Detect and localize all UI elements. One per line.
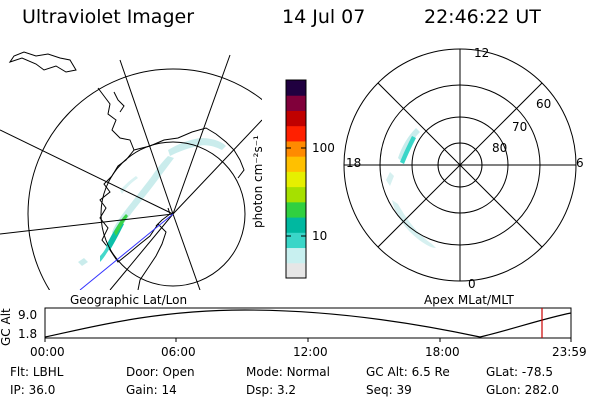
- coastline: [97, 87, 167, 290]
- altitude-xtick-1200: 12:00: [293, 345, 328, 359]
- colorbar-band: [286, 80, 306, 96]
- mlat-label-70: 70: [512, 120, 528, 134]
- mlat-label-60: 60: [536, 97, 552, 111]
- geographic-map: [0, 51, 262, 290]
- colorbar: [285, 79, 307, 279]
- colorbar-band: [286, 186, 306, 203]
- colorbar-band: [286, 125, 306, 142]
- info-door: Door: Open: [126, 365, 195, 379]
- mlt-label-18: 18: [346, 156, 362, 170]
- mlt-label-12: 12: [474, 46, 490, 60]
- colorbar-band: [286, 110, 306, 127]
- altitude-xtick-1800: 18:00: [425, 345, 460, 359]
- colorbar-unit-label: photon cm⁻²s⁻¹: [251, 135, 265, 228]
- info-gain: Gain: 14: [126, 383, 177, 397]
- geographic-caption: Geographic Lat/Lon: [70, 293, 188, 307]
- geo-grid: [0, 54, 262, 290]
- polar-map: [343, 48, 577, 282]
- mlat-label-80: 80: [492, 141, 508, 155]
- aurora-emission: [78, 138, 226, 266]
- colorbar-tick-100: 100: [312, 141, 335, 155]
- altitude-ylabel: GC Alt: [0, 308, 13, 346]
- colorbar-band: [286, 262, 306, 279]
- altitude-ytick-min: 1.8: [18, 327, 38, 341]
- colorbar-band: [286, 95, 306, 111]
- info-seq: Seq: 39: [366, 383, 412, 397]
- info-dsp: Dsp: 3.2: [246, 383, 297, 397]
- info-ip: IP: 36.0: [10, 383, 56, 397]
- info-glon: GLon: 282.0: [486, 383, 559, 397]
- instrument-title: Ultraviolet Imager: [22, 6, 195, 28]
- mlt-label-0: 0: [468, 277, 476, 291]
- info-glat: GLat: -78.5: [486, 365, 553, 379]
- altitude-xtick-2359: 23:59: [552, 345, 587, 359]
- colorbar-band: [286, 140, 306, 157]
- info-flt: Flt: LBHL: [10, 365, 64, 379]
- colorbar-band: [286, 201, 306, 218]
- colorbar-band: [286, 171, 306, 188]
- colorbar-tick-10: 10: [312, 229, 328, 243]
- colorbar-band: [286, 217, 306, 233]
- altitude-xtick-0600: 06:00: [161, 345, 196, 359]
- apex-caption: Apex MLat/MLT: [424, 293, 514, 307]
- terminator-line: [79, 213, 174, 290]
- date-label: 14 Jul 07: [282, 6, 366, 28]
- colorbar-band: [286, 156, 306, 172]
- altitude-xtick-0000: 00:00: [30, 345, 65, 359]
- altitude-ytick-max: 9.0: [18, 308, 38, 322]
- altitude-curve: [44, 309, 572, 338]
- colorbar-band: [286, 232, 306, 249]
- mlt-label-6: 6: [576, 156, 584, 170]
- colorbar-band: [286, 247, 306, 264]
- info-gc-alt: GC Alt: 6.5 Re: [366, 365, 450, 379]
- altitude-plot: [44, 307, 572, 342]
- time-label: 22:46:22 UT: [424, 6, 541, 28]
- info-mode: Mode: Normal: [246, 365, 330, 379]
